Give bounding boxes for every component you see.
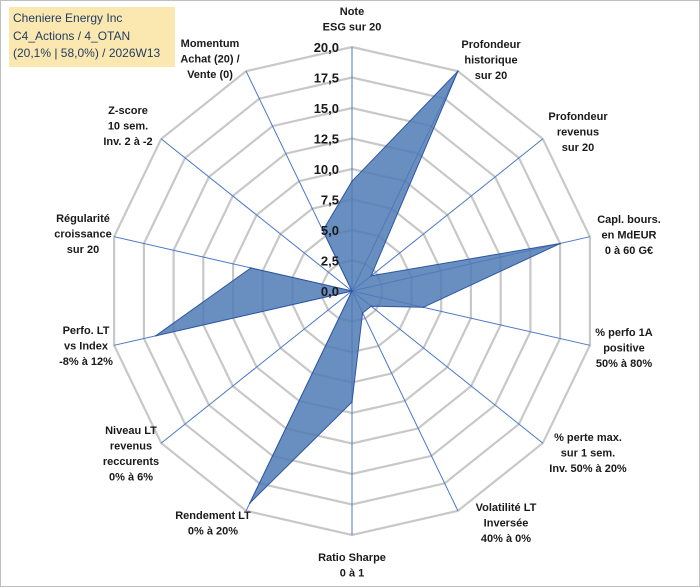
- data-point-7: [351, 401, 353, 403]
- data-point-1: [457, 70, 459, 72]
- chart-title-portfolio: C4_Actions / 4_OTAN: [13, 28, 131, 43]
- axis-label-10: -8% à 12%: [59, 356, 113, 368]
- axis-label-7: Ratio Sharpe: [318, 552, 386, 564]
- axis-label-3: 0 à 60 G€: [605, 245, 653, 257]
- chart-title-company: Cheniere Energy Inc: [13, 11, 123, 25]
- tick-label-1: 2,5: [321, 254, 339, 269]
- axis-label-12: Inv. 2 à -2: [103, 136, 152, 148]
- axis-label-5: sur 1 sem.: [561, 448, 615, 460]
- axis-label-5: % perte max.: [554, 432, 622, 444]
- axis-label-9: revenus: [110, 441, 152, 453]
- axis-label-6: Inversée: [484, 518, 529, 530]
- axis-label-4: 50% à 80%: [596, 358, 652, 370]
- axis-label-13: Momentum: [181, 38, 240, 50]
- data-point-2: [370, 275, 372, 277]
- spoke-2: [351, 138, 544, 292]
- data-point-4: [422, 306, 425, 309]
- data-point-6: [361, 312, 364, 314]
- axis-label-5: Inv. 50% à 20%: [549, 463, 627, 475]
- data-point-10: [154, 335, 157, 337]
- data-point-3: [559, 242, 561, 245]
- spoke-12: [160, 138, 353, 292]
- chart-title-stats: (20,1% | 58,0%) / 2026W13: [13, 46, 161, 60]
- axis-label-4: % perfo 1A: [595, 327, 653, 339]
- axis-label-3: Capl. bours.: [597, 214, 661, 226]
- axis-label-12: 10 sem.: [108, 121, 148, 133]
- axis-label-6: 40% à 0%: [481, 533, 531, 545]
- axis-label-8: 0% à 20%: [188, 526, 238, 538]
- tick-label-3: 7,5: [321, 193, 339, 208]
- axis-label-1: Profondeur: [461, 39, 521, 51]
- spoke-6: [351, 290, 459, 512]
- axis-label-3: en MdEUR: [602, 230, 657, 242]
- axis-label-10: Perfo. LT: [63, 325, 110, 337]
- axis-label-11: Régularité: [56, 213, 110, 225]
- axis-label-9: 0% à 6%: [109, 472, 153, 484]
- axis-label-9: Niveau LT: [105, 425, 157, 437]
- axis-label-0: Note: [340, 6, 364, 18]
- axis-label-8: Rendement LT: [175, 510, 251, 522]
- tick-label-6: 15,0: [314, 101, 339, 116]
- axis-label-1: sur 20: [475, 70, 507, 82]
- axis-label-6: Volatilité LT: [476, 502, 537, 514]
- axis-label-0: ESG sur 20: [323, 22, 382, 34]
- axis-label-9: reccurents: [103, 456, 159, 468]
- axis-label-4: positive: [603, 343, 645, 355]
- tick-label-2: 5,0: [321, 223, 339, 238]
- axis-label-11: sur 20: [67, 244, 99, 256]
- data-point-8: [249, 502, 251, 504]
- axis-label-2: Profondeur: [548, 111, 608, 123]
- chart-title-box: Cheniere Energy Inc C4_Actions / 4_OTAN …: [9, 7, 175, 67]
- tick-label-0: 0,0: [321, 284, 339, 299]
- axis-label-13: Achat (20) /: [180, 54, 239, 66]
- spoke-9: [160, 290, 353, 444]
- data-point-0: [351, 180, 353, 182]
- axis-label-11: croissance: [54, 229, 111, 241]
- tick-label-4: 10,0: [314, 162, 339, 177]
- axis-label-2: revenus: [557, 127, 599, 139]
- axis-label-2: sur 20: [562, 142, 594, 154]
- data-point-13: [322, 229, 324, 232]
- axis-label-1: historique: [464, 55, 517, 67]
- axis-label-12: Z-score: [108, 105, 148, 117]
- spoke-5: [351, 290, 544, 444]
- axis-label-13: Vente (0): [187, 69, 233, 81]
- data-point-11: [250, 267, 252, 269]
- tick-label-8: 20,0: [314, 40, 339, 55]
- axis-label-7: 0 à 1: [340, 568, 364, 580]
- axis-label-10: vs Index: [64, 341, 109, 353]
- data-point-12: [351, 290, 353, 292]
- tick-label-7: 17,5: [314, 71, 339, 86]
- tick-label-5: 12,5: [314, 132, 339, 147]
- data-point-5: [370, 305, 372, 308]
